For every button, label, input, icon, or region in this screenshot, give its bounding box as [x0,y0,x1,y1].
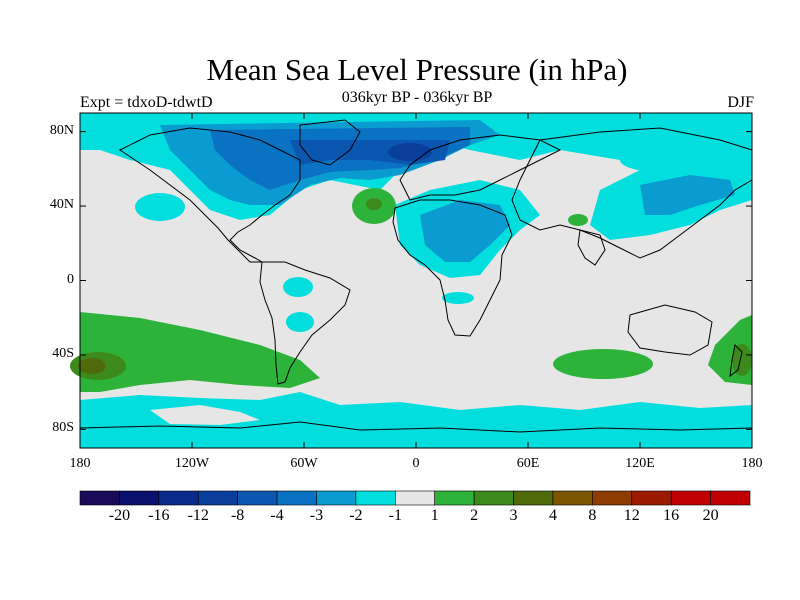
coast-asia [511,127,753,259]
lon-tick-label: 180 [741,456,763,471]
colorbar-swatch [434,490,475,506]
season-label: DJF [727,94,754,111]
anomaly-southern-ocean [80,392,752,448]
colorbar-swatch [670,490,711,506]
anomaly-eurasia-light [620,148,700,172]
anomaly-samerica [283,277,313,297]
colorbar-label: 2 [470,507,479,524]
lat-tick-label: 80N [49,122,74,138]
anomaly-tasman-core [732,344,752,376]
chart-subtitle: 036kyr BP - 036kyr BP [341,89,493,106]
anomaly-npacific [135,193,185,221]
colorbar-swatch [552,490,593,506]
chart-title: Mean Sea Level Pressure (in hPa) [206,52,628,87]
coast-australia [627,304,713,356]
anomaly-arctic-min [388,143,432,161]
colorbar-swatch [631,490,672,506]
colorbar-label: -12 [187,507,209,524]
lat-tick-label: 40S [52,345,74,361]
colorbar-label: -20 [108,507,131,524]
anomaly-southern-ocean-gap [150,405,260,425]
colorbar-swatch [197,490,238,506]
coast-greenland [299,119,361,166]
colorbar-swatch [592,490,633,506]
colorbar-swatch [355,490,396,506]
colorbar-label: -2 [349,507,363,524]
colorbar-swatch [119,490,160,506]
lon-tick-label: 60W [290,456,318,471]
colorbar-label: 16 [663,507,680,524]
lat-tick-label: 0 [67,271,74,287]
colorbar-label: 1 [430,507,439,524]
colorbar-label: 12 [623,507,640,524]
coast-india [577,229,606,266]
anomaly-samerica2 [286,312,314,332]
colorbar-swatch [316,490,357,506]
coastlines [79,119,753,433]
lon-tick-label: 120W [174,456,210,471]
colorbar-label: 4 [548,507,557,524]
coast-africa [392,199,513,337]
lon-tick-label: 60E [516,456,540,471]
colorbar-swatch [513,490,554,506]
lat-tick-label: 80S [52,420,74,436]
anomaly-safrica [442,292,474,304]
coast-new-zealand [729,343,743,378]
experiment-label: Expt = tdxoD-tdwtD [80,94,213,111]
coast-south-america [259,261,351,385]
colorbar-label: -1 [388,507,402,524]
lon-tick-label: 120E [625,456,655,471]
colorbar-label: -16 [148,507,170,524]
lon-tick-label: 180 [69,456,91,471]
anomaly-azores-core [366,198,382,210]
colorbar-label: 3 [509,507,518,524]
colorbar [79,490,751,506]
anomaly-south-pacific [80,312,320,392]
colorbar-label: 20 [702,507,719,524]
coast-north-america [119,127,301,263]
colorbar-label: -3 [309,507,324,524]
anomaly-eastasia-blue [640,175,735,215]
anomaly-indian-ocean [553,349,653,379]
anomaly-africa-blue [420,200,510,262]
colorbar-swatch [473,490,514,506]
colorbar-swatch [237,490,278,506]
colorbar-swatch [394,490,436,506]
colorbar-swatch [710,490,751,506]
lon-tick-label: 0 [412,456,420,471]
colorbar-label: -8 [230,507,245,524]
coast-europe [399,134,562,201]
lat-tick-label: 40N [49,197,74,213]
colorbar-swatch [79,490,120,506]
colorbar-label: 8 [588,507,597,524]
colorbar-swatch [158,490,199,506]
colorbar-swatch [276,490,317,506]
colorbar-label: -4 [270,507,284,524]
anomaly-south-pacific-max [78,358,106,374]
coast-antarctica [79,421,753,433]
anomaly-caspian [568,214,588,226]
